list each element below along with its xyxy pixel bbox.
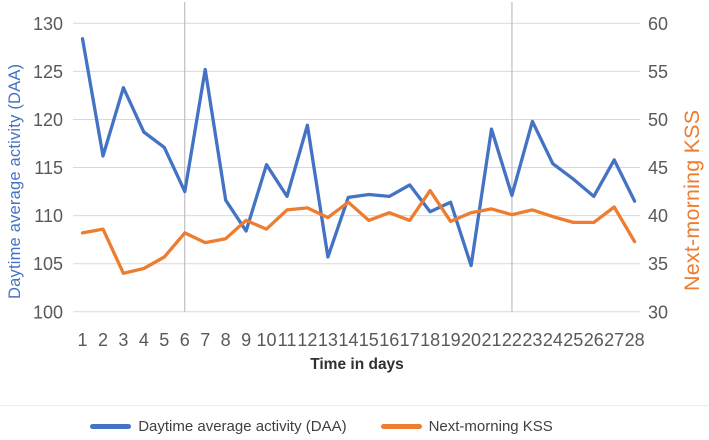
x-tick-label: 16	[379, 330, 399, 350]
y-axis-left-tick-labels: 100 105 110 115 120 125 130	[33, 14, 63, 322]
x-tick-label: 12	[297, 330, 317, 350]
x-tick-label: 21	[481, 330, 501, 350]
legend-item-kss: Next-morning KSS	[380, 418, 553, 435]
daa-line-swatch	[90, 424, 132, 429]
x-tick-label: 8	[221, 330, 231, 350]
y-right-tick-label: 35	[648, 254, 668, 274]
x-tick-label: 14	[338, 330, 358, 350]
y-left-tick-label: 105	[33, 254, 63, 274]
series-lines	[80, 37, 637, 275]
x-tick-label: 13	[318, 330, 338, 350]
y-left-tick-label: 130	[33, 14, 63, 34]
y-left-tick-label: 125	[33, 62, 63, 82]
x-tick-label: 17	[400, 330, 420, 350]
y-right-tick-label: 40	[648, 206, 668, 226]
legend-item-daa: Daytime average activity (DAA)	[90, 418, 347, 435]
x-tick-label: 6	[180, 330, 190, 350]
x-tick-label: 5	[159, 330, 169, 350]
x-tick-label: 3	[118, 330, 128, 350]
y-left-tick-label: 120	[33, 110, 63, 130]
y-left-tick-label: 110	[34, 206, 63, 226]
y-right-tick-label: 55	[648, 62, 668, 82]
legend-divider	[0, 405, 709, 406]
x-tick-label: 18	[420, 330, 440, 350]
vertical-gridlines	[184, 2, 513, 312]
legend-label-daa: Daytime average activity (DAA)	[138, 418, 347, 435]
y-right-tick-label: 45	[648, 158, 668, 178]
x-tick-label: 28	[625, 330, 645, 350]
chart-legend: Daytime average activity (DAA) Next-morn…	[0, 418, 676, 435]
x-tick-label: 2	[98, 330, 108, 350]
x-tick-label: 27	[604, 330, 624, 350]
y-right-tick-label: 50	[648, 110, 668, 130]
horizontal-gridlines	[73, 22, 640, 313]
daa-line-series	[80, 37, 637, 268]
kss-line-swatch	[380, 424, 422, 429]
y-axis-title-left: Daytime average activity (DAA)	[6, 63, 24, 299]
x-tick-label: 22	[502, 330, 522, 350]
y-left-tick-label: 115	[34, 158, 63, 178]
x-tick-label: 25	[563, 330, 583, 350]
y-axis-title-right: Next-morning KSS	[680, 109, 704, 291]
x-axis-tick-labels: 1 2 3 4 5 6 7 8 9 10 11 12 13 14 15 16 17 18 19 20 21 22 23 24 2…	[77, 330, 644, 350]
x-tick-label: 20	[461, 330, 481, 350]
x-tick-label: 19	[441, 330, 461, 350]
y-left-tick-label: 100	[33, 302, 63, 322]
x-tick-label: 26	[584, 330, 604, 350]
x-tick-label: 1	[77, 330, 87, 350]
y-right-tick-label: 30	[648, 302, 668, 322]
x-axis-title: Time in days	[310, 356, 404, 373]
x-tick-label: 15	[359, 330, 379, 350]
x-tick-label: 9	[241, 330, 251, 350]
legend-label-kss: Next-morning KSS	[428, 418, 553, 435]
x-tick-label: 4	[139, 330, 149, 350]
x-tick-label: 10	[257, 330, 277, 350]
x-tick-label: 11	[278, 330, 297, 350]
x-tick-label: 24	[543, 330, 563, 350]
x-tick-label: 23	[522, 330, 542, 350]
y-right-tick-label: 60	[648, 14, 668, 34]
x-tick-label: 7	[200, 330, 210, 350]
y-axis-right-tick-labels: 30 35 40 45 50 55 60	[648, 14, 668, 322]
kss-line-series	[80, 188, 637, 275]
